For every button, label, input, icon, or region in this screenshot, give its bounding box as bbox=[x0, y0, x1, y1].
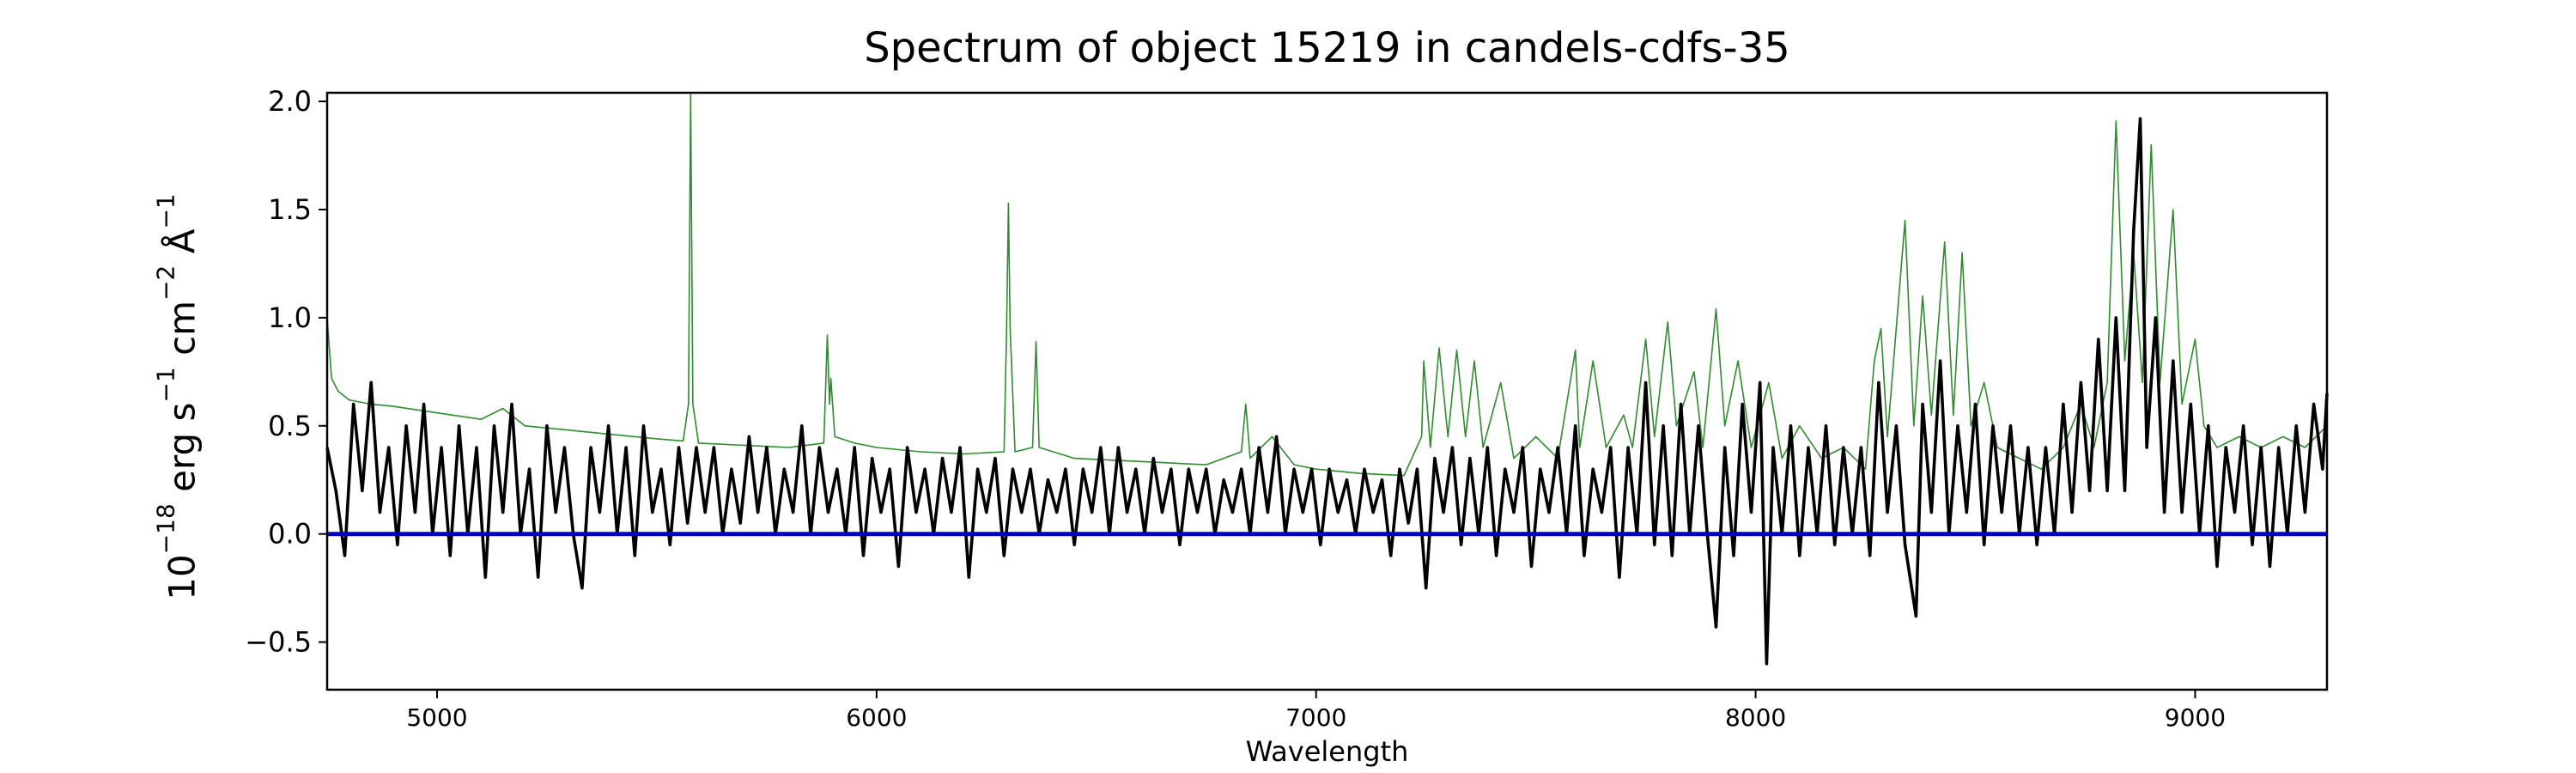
y-tick-label: −0.5 bbox=[245, 626, 312, 659]
x-axis-label: Wavelength bbox=[1245, 735, 1409, 768]
y-tick-label: 1.0 bbox=[268, 301, 312, 334]
x-tick-label: 8000 bbox=[1725, 703, 1786, 732]
series-line-2 bbox=[325, 117, 2329, 666]
y-tick-label: 2.0 bbox=[268, 85, 312, 118]
y-tick-label: 1.5 bbox=[268, 193, 312, 226]
x-tick-label: 9000 bbox=[2165, 703, 2226, 732]
x-tick-label: 6000 bbox=[846, 703, 907, 732]
axes-frame bbox=[325, 91, 2329, 691]
x-tick-label: 5000 bbox=[406, 703, 467, 732]
y-tick-label: 0.5 bbox=[268, 410, 312, 442]
series-layer bbox=[325, 92, 2329, 666]
chart-title: Spectrum of object 15219 in candels-cdfs… bbox=[864, 24, 1790, 72]
tick-layer: 5000 6000 7000 8000 9000 −0.5 0.0 0.5 1.0 1.5 2.0 bbox=[245, 85, 2226, 732]
series-line-1 bbox=[326, 92, 2328, 477]
x-tick-label: 7000 bbox=[1285, 703, 1346, 732]
y-tick-label: 0.0 bbox=[268, 518, 312, 551]
